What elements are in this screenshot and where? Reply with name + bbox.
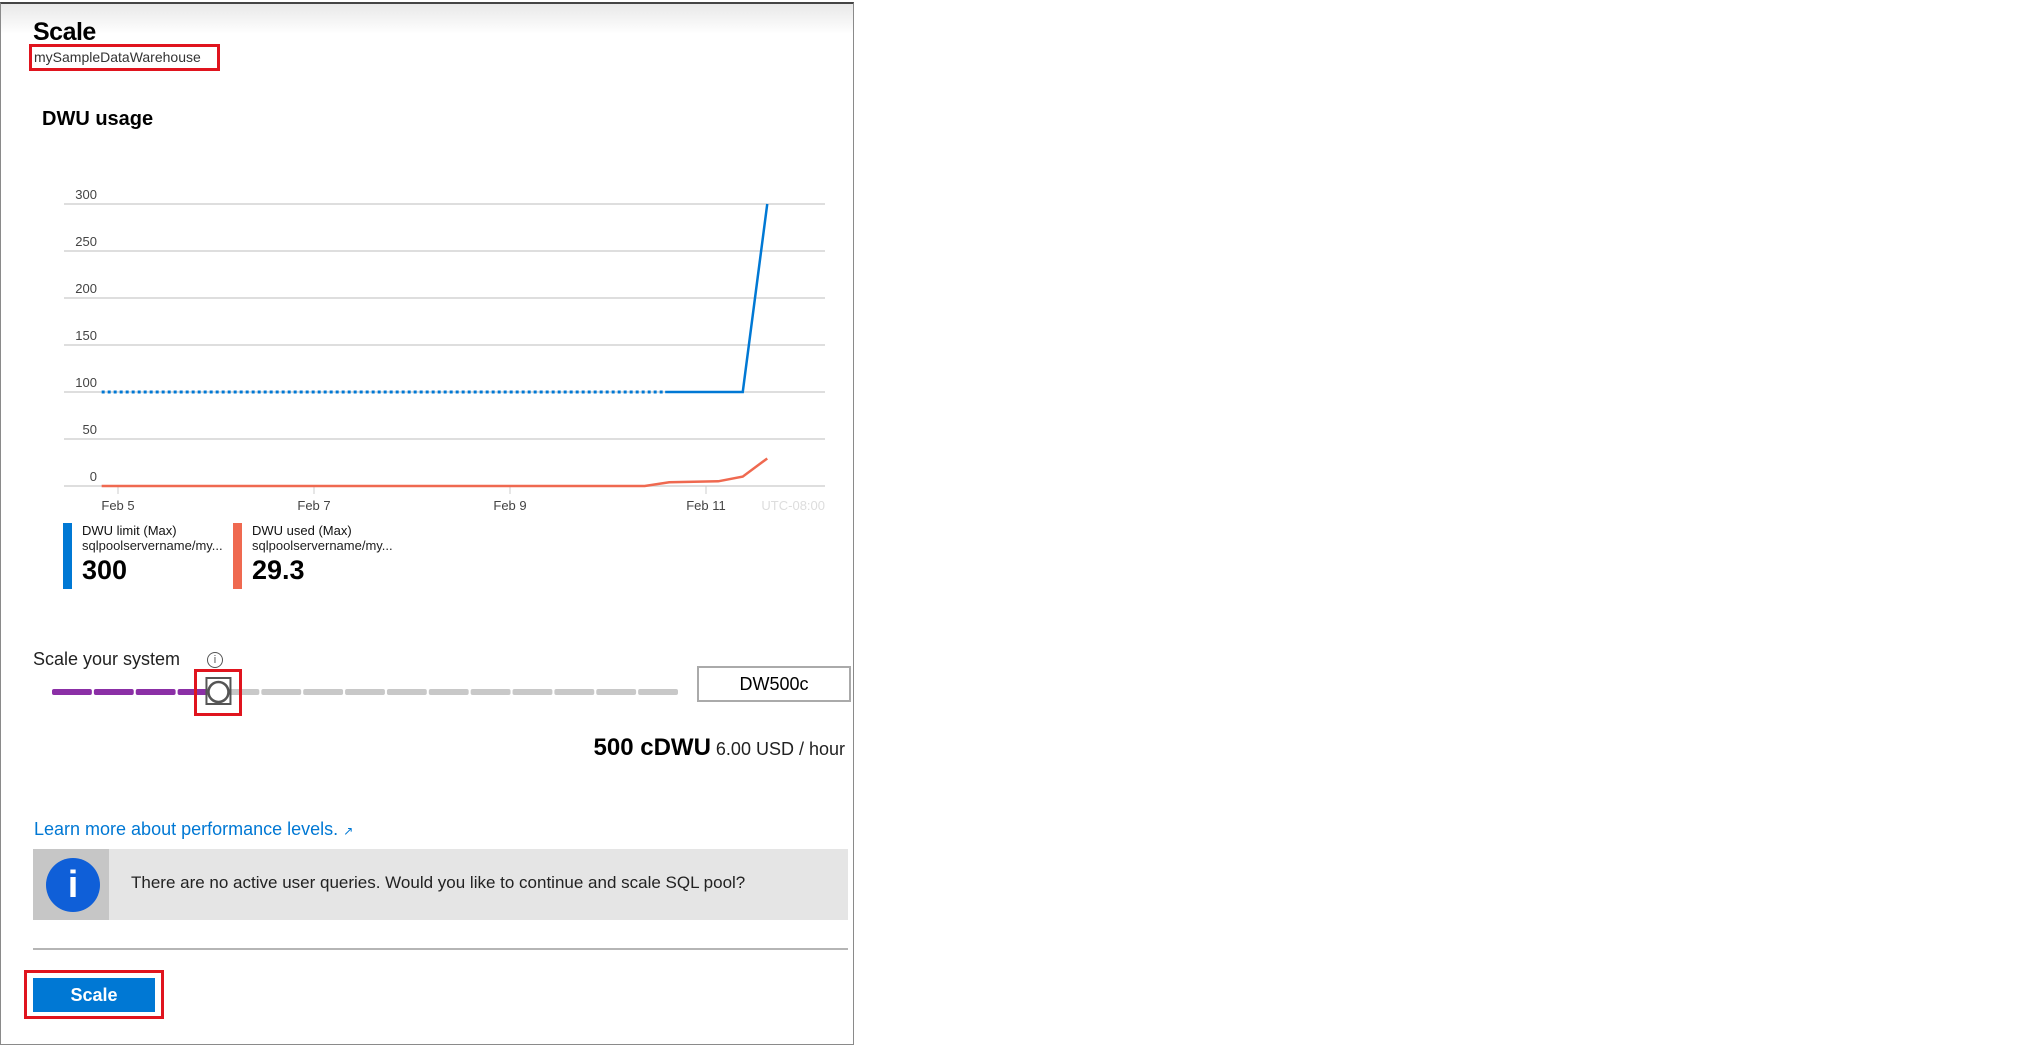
highlight-box	[29, 44, 220, 71]
y-tick-label: 50	[83, 422, 97, 437]
slider-segment[interactable]	[428, 689, 469, 695]
info-banner: i There are no active user queries. Woul…	[33, 849, 848, 920]
scale-label: Scale your system	[33, 649, 181, 669]
banner-icon-area: i	[33, 849, 109, 920]
scale-panel: Scale mySampleDataWarehouse DWU usage 0 5…	[0, 2, 854, 1045]
legend-value: 300	[82, 555, 128, 585]
price-summary: 500 cDWU 6.00 USD / hour	[594, 734, 845, 762]
legend-dwu-limit[interactable]: DWU limit (Max) sqlpoolservername/my... …	[63, 523, 223, 589]
dwu-chart: 0 50 100 150 200 250 300 Feb 5 Feb 7 Feb 9 Feb 11 U…	[64, 187, 825, 513]
legend-resource: sqlpoolservername/my...	[82, 538, 223, 553]
x-tick-label: Feb 7	[297, 498, 330, 513]
page-title: Scale	[33, 18, 96, 46]
series-line-1	[101, 457, 768, 488]
legend-value: 29.3	[252, 555, 305, 585]
slider-segment[interactable]	[52, 689, 92, 695]
legend-title: DWU used (Max)	[252, 523, 352, 538]
slider-segment[interactable]	[470, 689, 511, 695]
y-tick-label: 250	[75, 234, 97, 249]
slider-segment[interactable]	[596, 689, 637, 695]
info-icon: i	[46, 858, 100, 912]
slider-segment[interactable]	[345, 689, 385, 695]
dwu-value-field[interactable]: DW500c	[697, 666, 851, 702]
info-icon[interactable]: i	[207, 652, 223, 668]
y-tick-label: 150	[75, 328, 97, 343]
x-tick-label: Feb 11	[686, 498, 726, 513]
external-link-icon: ↗	[343, 824, 354, 838]
x-tick-label: Feb 9	[493, 498, 526, 513]
slider-segment[interactable]	[554, 689, 595, 695]
legend-resource: sqlpoolservername/my...	[252, 538, 393, 553]
chart-title: DWU usage	[42, 108, 154, 130]
x-tick-label: Feb 5	[101, 498, 134, 513]
legend-dwu-used[interactable]: DWU used (Max) sqlpoolservername/my... 2…	[233, 523, 393, 589]
dwu-slider[interactable]	[51, 677, 679, 705]
slider-thumb[interactable]	[207, 680, 230, 704]
learn-more-text: Learn more about performance levels.	[34, 819, 339, 839]
highlight-box	[24, 970, 164, 1019]
scale-button[interactable]: Scale	[33, 978, 155, 1012]
y-tick-label: 0	[90, 469, 97, 484]
cost-per-hour: 6.00 USD / hour	[715, 739, 845, 759]
highlight-box	[194, 669, 242, 716]
y-tick-label: 300	[75, 187, 97, 202]
dwu-level: 500 cDWU	[593, 734, 711, 761]
slider-segment[interactable]	[261, 689, 302, 695]
learn-more-link[interactable]: Learn more about performance levels. ↗	[34, 819, 353, 840]
slider-segment[interactable]	[93, 689, 134, 695]
slider-segment[interactable]	[386, 689, 427, 695]
legend-title: DWU limit (Max)	[82, 523, 177, 538]
slider-segment[interactable]	[512, 689, 553, 695]
y-tick-label: 200	[75, 281, 97, 296]
resource-name: mySampleDataWarehouse	[34, 49, 201, 65]
slider-segment[interactable]	[135, 689, 176, 695]
timezone-label: UTC-08:00	[761, 498, 825, 513]
series-line-0	[665, 203, 769, 394]
slider-segment[interactable]	[638, 689, 678, 695]
slider-segment[interactable]	[303, 689, 344, 695]
divider	[33, 948, 848, 950]
y-tick-label: 100	[75, 375, 97, 390]
banner-message: There are no active user queries. Would …	[131, 873, 746, 892]
